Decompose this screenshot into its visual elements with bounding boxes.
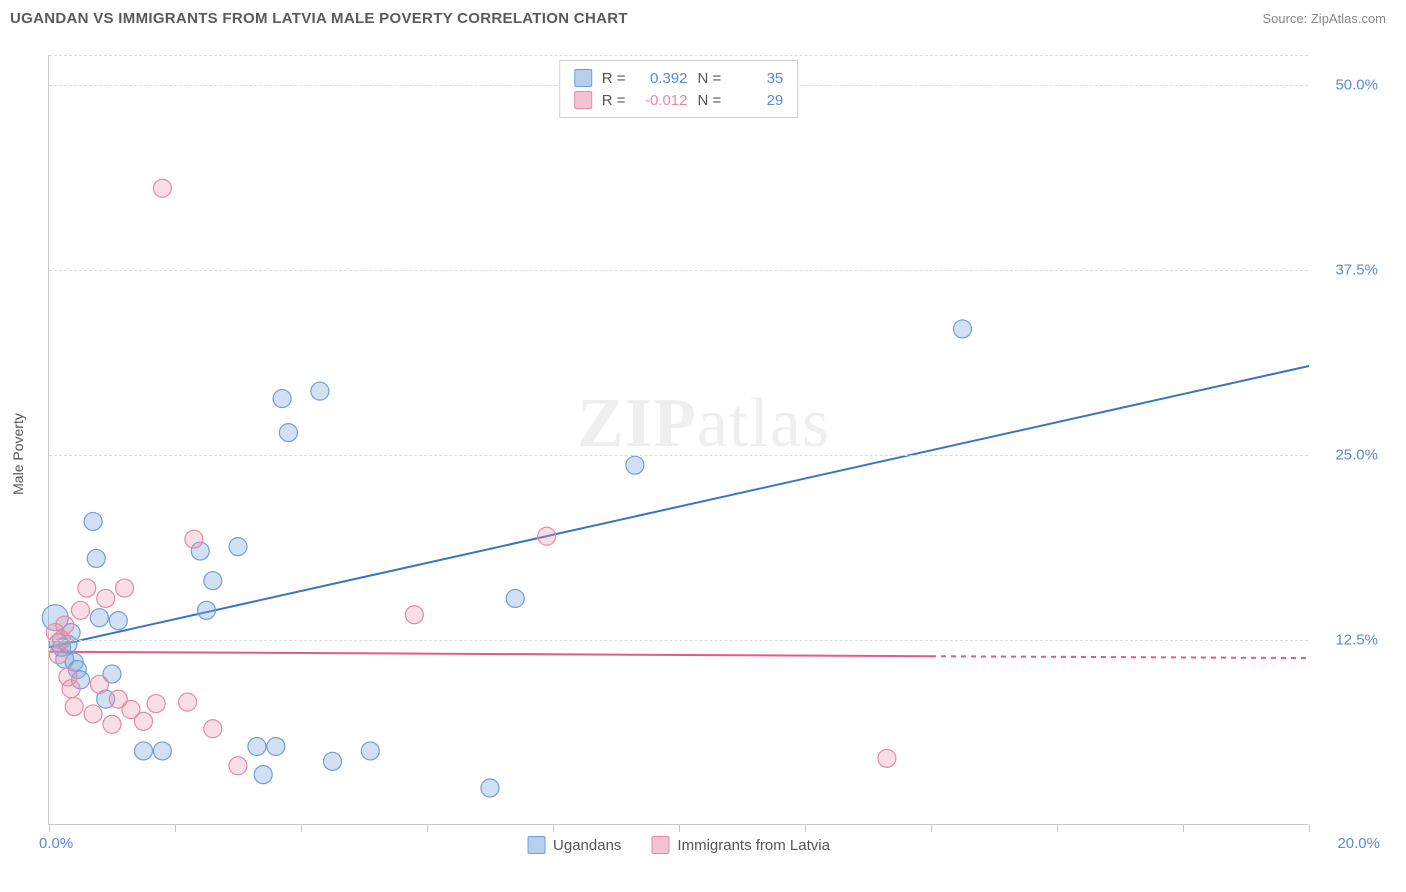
r-value-latvia: -0.012 xyxy=(636,92,688,109)
data-point xyxy=(481,779,499,797)
y-axis-label: 37.5% xyxy=(1318,261,1378,278)
data-point xyxy=(405,606,423,624)
data-point xyxy=(229,538,247,556)
y-axis-label: 25.0% xyxy=(1318,446,1378,463)
data-point xyxy=(90,609,108,627)
data-point xyxy=(103,715,121,733)
gridline xyxy=(49,455,1308,456)
y-axis-label: 50.0% xyxy=(1318,76,1378,93)
data-point xyxy=(626,456,644,474)
data-point xyxy=(87,549,105,567)
source-attribution: Source: ZipAtlas.com xyxy=(1262,11,1386,26)
trend-line-dashed xyxy=(931,656,1309,658)
data-point xyxy=(153,742,171,760)
x-tick xyxy=(1183,824,1184,832)
data-point xyxy=(198,601,216,619)
data-point xyxy=(185,530,203,548)
chart-title: UGANDAN VS IMMIGRANTS FROM LATVIA MALE P… xyxy=(10,10,628,27)
correlation-legend: R = 0.392 N = 35 R = -0.012 N = 29 xyxy=(559,60,799,118)
y-axis-label: 12.5% xyxy=(1318,631,1378,648)
data-point xyxy=(311,382,329,400)
scatter-svg xyxy=(49,55,1308,824)
r-value-ugandans: 0.392 xyxy=(636,70,688,87)
header: UGANDAN VS IMMIGRANTS FROM LATVIA MALE P… xyxy=(0,0,1406,32)
gridline xyxy=(49,640,1308,641)
data-point xyxy=(147,695,165,713)
y-axis-title: Male Poverty xyxy=(10,413,26,495)
data-point xyxy=(135,742,153,760)
x-tick xyxy=(1309,824,1310,832)
data-point xyxy=(361,742,379,760)
data-point xyxy=(506,589,524,607)
x-axis-min-label: 0.0% xyxy=(39,835,73,852)
data-point xyxy=(279,424,297,442)
data-point xyxy=(954,320,972,338)
data-point xyxy=(538,527,556,545)
data-point xyxy=(179,693,197,711)
x-tick xyxy=(301,824,302,832)
data-point xyxy=(65,698,83,716)
n-value-ugandans: 35 xyxy=(731,70,783,87)
swatch-ugandans xyxy=(574,69,592,87)
data-point xyxy=(56,616,74,634)
x-tick xyxy=(1057,824,1058,832)
data-point xyxy=(204,572,222,590)
data-point xyxy=(248,738,266,756)
x-tick xyxy=(679,824,680,832)
data-point xyxy=(135,712,153,730)
data-point xyxy=(97,589,115,607)
data-point xyxy=(109,612,127,630)
x-tick xyxy=(805,824,806,832)
chart-plot-area: ZIPatlas R = 0.392 N = 35 R = -0.012 N =… xyxy=(48,55,1308,825)
gridline xyxy=(49,270,1308,271)
data-point xyxy=(72,601,90,619)
legend-row-ugandans: R = 0.392 N = 35 xyxy=(574,67,784,89)
x-tick xyxy=(49,824,50,832)
data-point xyxy=(229,757,247,775)
legend-item-latvia: Immigrants from Latvia xyxy=(651,836,830,854)
swatch-ugandans-bottom xyxy=(527,836,545,854)
gridline xyxy=(49,55,1308,56)
x-tick xyxy=(931,824,932,832)
data-point xyxy=(324,752,342,770)
data-point xyxy=(84,705,102,723)
data-point xyxy=(78,579,96,597)
data-point xyxy=(267,738,285,756)
n-value-latvia: 29 xyxy=(731,92,783,109)
series-legend: Ugandans Immigrants from Latvia xyxy=(527,836,830,854)
data-point xyxy=(90,675,108,693)
trend-line xyxy=(49,366,1309,647)
data-point xyxy=(84,512,102,530)
legend-row-latvia: R = -0.012 N = 29 xyxy=(574,89,784,111)
swatch-latvia xyxy=(574,91,592,109)
x-tick xyxy=(553,824,554,832)
data-point xyxy=(273,390,291,408)
trend-line xyxy=(49,652,931,656)
data-point xyxy=(204,720,222,738)
x-tick xyxy=(427,824,428,832)
data-point xyxy=(116,579,134,597)
data-point xyxy=(878,749,896,767)
data-point xyxy=(62,680,80,698)
swatch-latvia-bottom xyxy=(651,836,669,854)
data-point xyxy=(254,766,272,784)
x-tick xyxy=(175,824,176,832)
x-axis-max-label: 20.0% xyxy=(1320,835,1380,852)
legend-item-ugandans: Ugandans xyxy=(527,836,621,854)
data-point xyxy=(153,179,171,197)
